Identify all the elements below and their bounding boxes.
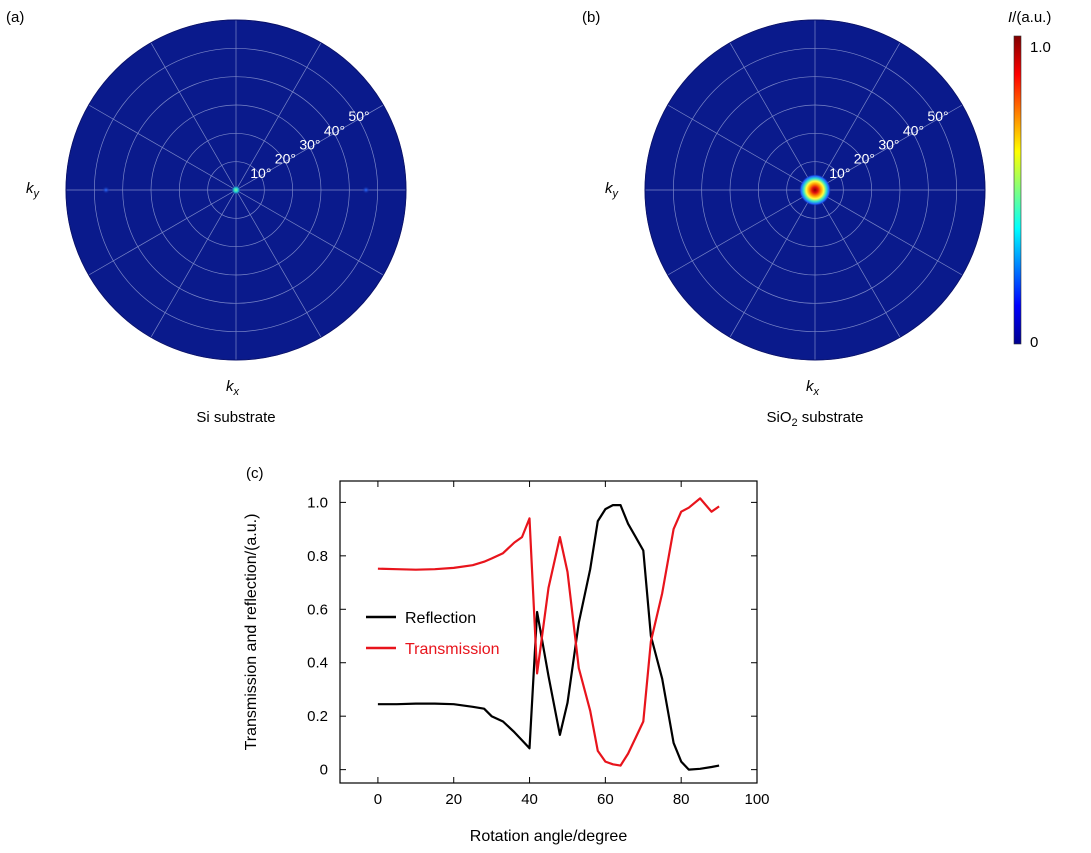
panel-b-angle-label: 20° bbox=[854, 151, 875, 167]
panel-b-angle-label: 30° bbox=[878, 137, 899, 153]
panel-b: (b) 10°20°30°40°50° ky kx SiO2 substrate bbox=[582, 9, 986, 429]
panel-a-angle-label: 30° bbox=[299, 137, 320, 153]
panel-b-ky-label: ky bbox=[605, 180, 620, 200]
panel-a-side-spot-right bbox=[362, 186, 370, 194]
y-tick-label: 0.6 bbox=[307, 601, 328, 618]
y-tick-label: 0.8 bbox=[307, 548, 328, 565]
panel-c-plot-frame bbox=[339, 480, 758, 784]
panel-a-center-spot bbox=[231, 185, 241, 195]
panel-b-center-spot bbox=[799, 174, 831, 206]
panel-a-kx-label: kx bbox=[226, 378, 240, 398]
panel-a-label: (a) bbox=[6, 9, 24, 26]
panel-c-legend: Reflection Transmission bbox=[366, 610, 500, 658]
panel-a-angle-label: 10° bbox=[250, 165, 271, 181]
x-tick-label: 20 bbox=[445, 791, 462, 808]
legend-label-transmission: Transmission bbox=[405, 641, 500, 658]
legend-label-reflection: Reflection bbox=[405, 610, 476, 627]
panel-a-ring-grid-line bbox=[150, 104, 322, 276]
panel-c-label: (c) bbox=[246, 465, 264, 482]
panel-b-caption: SiO2 substrate bbox=[766, 409, 863, 429]
y-tick-label: 0.2 bbox=[307, 708, 328, 725]
y-tick-label: 0 bbox=[320, 762, 328, 779]
panel-c-y-axis-label: Transmission and reflection/(a.u.) bbox=[243, 514, 260, 751]
x-tick-label: 60 bbox=[597, 791, 614, 808]
panel-a-outer-ring bbox=[65, 19, 407, 361]
colorbar-max-label: 1.0 bbox=[1030, 39, 1051, 56]
panel-a-caption: Si substrate bbox=[196, 409, 275, 426]
panel-a-side-spot-left bbox=[102, 186, 110, 194]
panel-a-ring-grid-line bbox=[93, 47, 379, 333]
panel-c-series bbox=[377, 497, 720, 771]
panel-a-angle-labels: 10°20°30°40°50° bbox=[250, 108, 369, 181]
panel-a-ring-grid-line bbox=[207, 161, 265, 219]
panel-a-angle-label: 40° bbox=[324, 122, 345, 138]
panel-c-x-axis-label: Rotation angle/degree bbox=[470, 828, 628, 845]
colorbar-gradient bbox=[1013, 35, 1022, 345]
colorbar: I/(a.u.) 1.0 0 bbox=[1008, 9, 1051, 351]
series-line-transmission bbox=[377, 497, 720, 767]
panel-c: (c) 0 20 40 60 80 100 0 0.2 0.4 0.6 0.8 1.0 Reflect… bbox=[243, 465, 770, 845]
y-tick-label: 0.4 bbox=[307, 655, 328, 672]
panel-a-ring-grid-line bbox=[178, 132, 294, 248]
panel-b-outer-ring bbox=[644, 19, 986, 361]
panel-b-angle-label: 50° bbox=[927, 108, 948, 124]
panel-b-angle-label: 40° bbox=[903, 122, 924, 138]
panel-b-angle-label: 10° bbox=[829, 165, 850, 181]
panel-b-angle-labels: 10°20°30°40°50° bbox=[829, 108, 948, 181]
colorbar-title: I/(a.u.) bbox=[1008, 9, 1051, 26]
panel-b-ring-grid-line bbox=[672, 47, 958, 333]
panel-a-ky-label: ky bbox=[26, 180, 41, 200]
panel-a-ring-grid-line bbox=[122, 76, 350, 304]
colorbar-min-label: 0 bbox=[1030, 334, 1038, 351]
panel-c-ticks: 0 20 40 60 80 100 0 0.2 0.4 0.6 0.8 1.0 bbox=[307, 481, 770, 808]
x-tick-label: 100 bbox=[744, 791, 769, 808]
panel-b-label: (b) bbox=[582, 9, 600, 26]
series-line-reflection bbox=[377, 504, 720, 771]
panel-a-angle-label: 50° bbox=[348, 108, 369, 124]
panel-a: (a) 10°20°30°40°50° ky kx Si substrate bbox=[6, 9, 407, 426]
panel-b-ring-grid-line bbox=[786, 161, 844, 219]
x-tick-label: 0 bbox=[374, 791, 382, 808]
panel-b-ring-grid-line bbox=[729, 104, 901, 276]
panel-b-ring-grid-line bbox=[757, 132, 873, 248]
y-tick-label: 1.0 bbox=[307, 494, 328, 511]
panel-a-angle-label: 20° bbox=[275, 151, 296, 167]
x-tick-label: 80 bbox=[673, 791, 690, 808]
x-tick-label: 40 bbox=[521, 791, 538, 808]
panel-b-kx-label: kx bbox=[806, 378, 820, 398]
panel-b-ring-grid-line bbox=[701, 76, 929, 304]
